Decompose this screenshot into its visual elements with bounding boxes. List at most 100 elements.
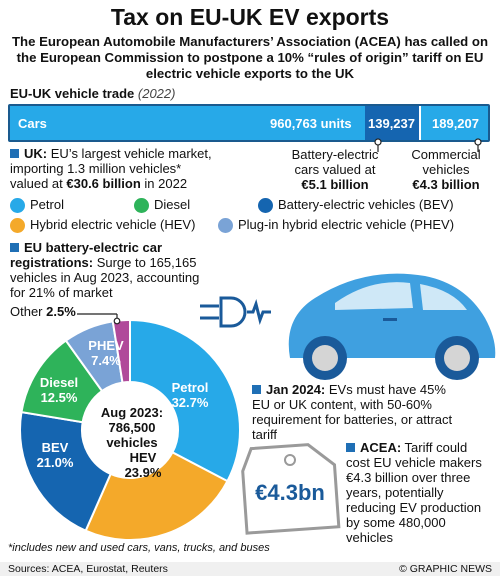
trade-bar-frame (8, 104, 490, 142)
phev-swatch-icon (218, 218, 233, 234)
trade-heading-label: EU-UK vehicle trade (10, 86, 135, 101)
legend-phev-label: Plug-in hybrid electric vehicle (PHEV) (238, 217, 455, 232)
hev-swatch-icon (10, 218, 25, 234)
car-icon (288, 273, 496, 380)
donut-center: Aug 2023: 786,500 vehicles (82, 405, 182, 450)
bev-note-value: €5.1 billion (301, 177, 369, 192)
commercial-value: 189,207 (432, 116, 479, 131)
cars-label: Cars (18, 116, 47, 131)
acea-label: ACEA: (360, 440, 402, 455)
plug-icon (200, 296, 271, 328)
registrations-line4: for 21% of market (10, 285, 113, 300)
bullet-icon (346, 443, 355, 452)
donut-label-diesel: Diesel 12.5% (34, 375, 84, 405)
commercial-note-value: €4.3 billion (412, 177, 480, 192)
donut-hev-value: 23.9% (124, 465, 162, 480)
donut-bev-name: BEV (41, 440, 69, 455)
other-value: 2.5% (46, 304, 76, 319)
registrations-line2: Surge to 165,165 (93, 255, 197, 270)
acea-block: ACEA: Tariff could cost EU vehicle maker… (346, 440, 496, 545)
commercial-bar (419, 106, 488, 140)
bev-note: Battery-electric cars valued at €5.1 bil… (285, 147, 385, 192)
cars-bar (10, 106, 365, 140)
other-name: Other (10, 304, 43, 319)
diesel-swatch-icon (134, 198, 149, 214)
jan2024-line1: EVs must have 45% (325, 382, 446, 397)
car-illustration (200, 273, 496, 380)
commercial-note: Commercial vehicles €4.3 billion (400, 147, 492, 192)
jan2024-line2: EU or UK content, with 50-60% (252, 397, 432, 412)
uk-line3-prefix: valued at (10, 176, 67, 191)
bev-note-line1: Battery-electric (291, 147, 379, 162)
bev-note-line2: cars valued at (294, 162, 376, 177)
uk-line3-suffix: in 2022 (140, 176, 188, 191)
uk-block: UK: EU’s largest vehicle market, importi… (10, 146, 280, 191)
sources: Sources: ACEA, Eurostat, Reuters (8, 563, 168, 575)
price-tag-text: €4.3bn (255, 480, 325, 505)
donut-label-bev: BEV 21.0% (30, 440, 80, 470)
bullet-icon (10, 243, 19, 252)
acea-line2: cost EU vehicle makers (346, 455, 482, 470)
donut-label-phev: PHEV 7.4% (86, 338, 126, 368)
donut-diesel-value: 12.5% (40, 390, 78, 405)
donut-phev-name: PHEV (88, 338, 124, 353)
bev-value: 139,237 (368, 116, 415, 131)
acea-line6: by some 480,000 (346, 515, 446, 530)
legend-bev: Battery-electric vehicles (BEV) (258, 197, 454, 214)
donut-label-hev: HEV 23.9% (118, 450, 168, 480)
donut-center-line2: 786,500 (108, 420, 156, 435)
donut-hev-name: HEV (129, 450, 157, 465)
bullet-icon (10, 149, 19, 158)
registrations-label2: registrations: (10, 255, 94, 270)
registrations-line3: vehicles in Aug 2023, accounting (10, 270, 200, 285)
donut-chart (19, 313, 241, 540)
uk-line3-value: €30.6 billion (66, 176, 141, 191)
jan2024-line4: tariff (252, 427, 278, 442)
page-title: Tax on EU-UK EV exports (110, 4, 390, 30)
trade-heading-year: (2022) (137, 86, 176, 101)
donut-segment-bev (19, 410, 112, 532)
donut-petrol-value: 32.7% (171, 395, 209, 410)
acea-line4: years, potentially (346, 485, 444, 500)
acea-line7: vehicles (346, 530, 393, 545)
bev-bar (365, 106, 419, 140)
registrations-block: EU battery-electric car registrations: S… (10, 240, 270, 300)
acea-line1: Tariff could (401, 440, 468, 455)
acea-line5: reducing EV production (346, 500, 482, 515)
legend-diesel: Diesel (134, 197, 191, 214)
donut-label-petrol: Petrol 32.7% (160, 380, 220, 410)
donut-segment-petrol (129, 318, 241, 483)
jan2024-line3: requirement for batteries, or attract (252, 412, 453, 427)
subtitle: The European Automobile Manufacturers’ A… (11, 34, 489, 81)
acea-line3: €4.3 billion over three (346, 470, 471, 485)
trade-leader-lines (374, 138, 482, 152)
legend-hev-label: Hybrid electric vehicle (HEV) (30, 217, 196, 232)
jan2024-label: Jan 2024: (266, 382, 326, 397)
donut-phev-value: 7.4% (91, 353, 121, 368)
commercial-note-line2: vehicles (422, 162, 470, 177)
legend-diesel-label: Diesel (154, 197, 191, 212)
uk-label: UK: (24, 146, 48, 161)
trade-heading: EU-UK vehicle trade (2022) (10, 86, 175, 101)
uk-line2: importing 1.3 million vehicles* (10, 161, 182, 176)
footer: Sources: ACEA, Eurostat, Reuters © GRAPH… (0, 562, 500, 576)
footnote: *includes new and used cars, vans, truck… (8, 542, 270, 554)
legend-petrol-label: Petrol (30, 197, 64, 212)
jan2024-block: Jan 2024: EVs must have 45% EU or UK con… (252, 382, 497, 442)
legend-phev: Plug-in hybrid electric vehicle (PHEV) (218, 217, 455, 234)
commercial-note-line1: Commercial (411, 147, 481, 162)
donut-petrol-name: Petrol (171, 380, 209, 395)
uk-line1: EU’s largest vehicle market, (50, 146, 212, 161)
donut-bev-value: 21.0% (36, 455, 74, 470)
legend-bev-label: Battery-electric vehicles (BEV) (278, 197, 454, 212)
cars-value: 960,763 units (270, 116, 352, 131)
bev-swatch-icon (258, 198, 273, 214)
donut-center-line3: vehicles (106, 435, 158, 450)
donut-diesel-name: Diesel (39, 375, 79, 390)
legend-hev: Hybrid electric vehicle (HEV) (10, 217, 196, 234)
donut-center-line1: Aug 2023: (100, 405, 164, 420)
registrations-label1: EU battery-electric car (24, 240, 163, 255)
other-label: Other 2.5% (10, 304, 76, 319)
price-tag-icon (241, 443, 341, 535)
donut-segment-hev (84, 450, 229, 540)
